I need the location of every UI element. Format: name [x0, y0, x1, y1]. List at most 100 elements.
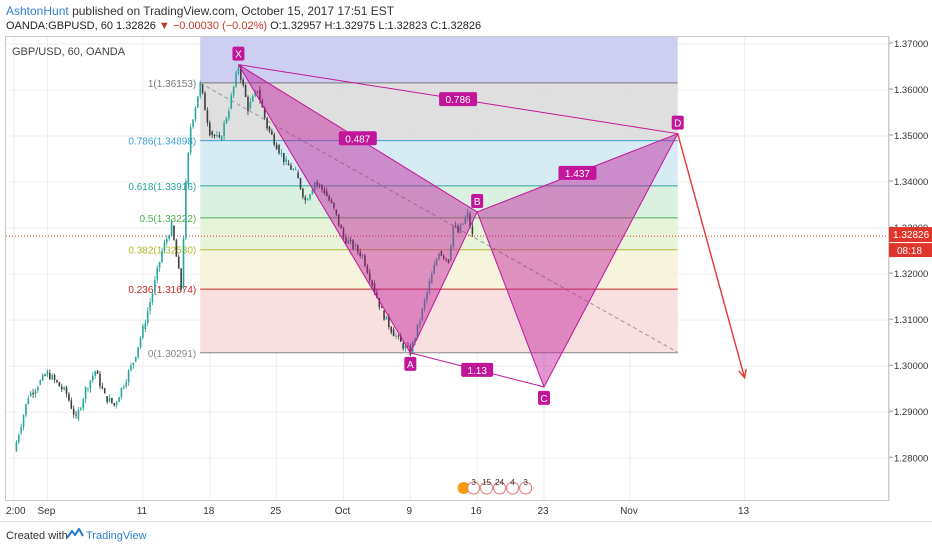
tradingview-brand[interactable]: TradingView — [86, 530, 147, 542]
candle-body — [194, 107, 197, 120]
candle-body — [275, 144, 278, 150]
candle-body — [409, 346, 412, 356]
candle-body — [380, 307, 383, 308]
candle-body — [208, 122, 211, 136]
candle-body — [242, 79, 244, 86]
candle-body — [142, 325, 144, 338]
x-tick-label: 16 — [471, 506, 483, 517]
candle-body — [120, 387, 123, 398]
candle-body — [462, 223, 464, 225]
price-axis[interactable]: 1.280001.290001.300001.310001.320001.330… — [889, 36, 932, 501]
candle-body — [213, 134, 216, 137]
candle-body — [225, 118, 228, 123]
candle-body — [125, 382, 128, 387]
time-axis[interactable]: 12:00 Sep 11 18 25 Oct 9 16 23 Nov 13 — [5, 501, 889, 521]
y-tick-label: 1.34000 — [894, 177, 928, 188]
candle-body — [378, 297, 381, 308]
candle-body — [168, 235, 170, 239]
candle-body — [249, 101, 252, 109]
candle-body — [84, 387, 87, 400]
fib-level-label: 1(1.36153) — [148, 79, 196, 90]
candle-body — [278, 145, 280, 154]
candle-body — [211, 131, 213, 135]
candle-body — [118, 397, 120, 403]
candle-body — [149, 302, 151, 311]
y-tick-label: 1.36000 — [894, 85, 928, 96]
candle-body — [113, 403, 116, 406]
x-tick-label: Oct — [335, 506, 351, 517]
candle-body — [58, 382, 61, 387]
candle-body — [297, 172, 299, 179]
candle-body — [247, 96, 249, 112]
candle-body — [230, 95, 233, 109]
y-tick-label: 1.37000 — [894, 39, 928, 50]
candle-body — [170, 221, 173, 236]
candle-body — [15, 442, 18, 452]
countdown-label: 08:18 — [897, 246, 922, 257]
candle-body — [433, 264, 435, 274]
candle-body — [426, 292, 428, 301]
candle-body — [421, 308, 424, 321]
chart-canvas[interactable]: 1(1.36153) 0.786(1.34898) 0.618(1.33916) 0.… — [6, 37, 889, 501]
fib-level-label: 0.786(1.34898) — [128, 137, 196, 148]
candle-body — [349, 240, 352, 242]
candle-body — [99, 373, 101, 387]
candle-body — [80, 408, 82, 410]
candle-body — [235, 72, 237, 87]
candle-body — [39, 380, 42, 385]
candle-body — [87, 388, 89, 390]
candle-body — [34, 390, 37, 395]
candle-body — [216, 135, 218, 137]
candle-body — [390, 327, 393, 333]
author-link[interactable]: AshtonHunt — [6, 4, 69, 18]
x-tick-label: 25 — [270, 506, 282, 517]
candle-body — [123, 386, 125, 388]
ratio-badge — [558, 165, 597, 180]
candle-body — [63, 387, 65, 390]
event-count: 15 — [482, 478, 491, 487]
fib-level-label: 0.236(1.31674) — [128, 285, 196, 296]
harmonic-pattern: X A B C D 0.786 0.487 1.437 1.13 — [232, 46, 747, 405]
events-bar: 3 15 24 4 3 — [457, 478, 533, 495]
candle-body — [53, 375, 56, 381]
fib-band — [200, 289, 678, 353]
candle-body — [340, 225, 342, 229]
candle-body — [115, 402, 118, 406]
trend-line — [199, 82, 678, 353]
candle-body — [111, 397, 113, 404]
candle-body — [294, 169, 297, 170]
candle-body — [306, 199, 309, 201]
candle-body — [37, 387, 39, 391]
fib-level-label: 0.5(1.33222) — [140, 214, 197, 225]
x-tick-label: Nov — [620, 506, 638, 517]
candle-body — [354, 245, 357, 247]
fib-band — [200, 37, 678, 83]
candle-body — [68, 393, 70, 401]
candle-body — [361, 254, 364, 257]
candle-body — [445, 258, 447, 260]
candle-body — [180, 268, 182, 289]
candle-body — [466, 211, 469, 218]
candle-body — [144, 323, 147, 330]
down-triangle-icon: ▼ — [158, 20, 170, 32]
candle-body — [218, 135, 221, 137]
event-count: 4 — [510, 478, 515, 487]
ratio-label: 1.437 — [565, 169, 590, 180]
candle-body — [345, 237, 347, 244]
chart-plot-area[interactable]: 1(1.36153) 0.786(1.34898) 0.618(1.33916) 0.… — [5, 36, 889, 501]
x-tick-label: 12:00 — [5, 506, 26, 517]
candle-body — [266, 117, 268, 129]
candle-body — [280, 152, 283, 154]
candle-body — [373, 283, 376, 293]
candle-body — [17, 435, 20, 443]
candle-body — [416, 324, 419, 339]
candle-body — [316, 182, 319, 185]
pattern-point-badge — [404, 356, 417, 371]
candle-body — [65, 387, 68, 394]
candle-body — [471, 226, 474, 234]
candle-body — [96, 370, 99, 374]
fib-band — [200, 82, 678, 141]
candle-body — [414, 338, 416, 342]
pattern-point-label: D — [674, 119, 681, 130]
ratio-badge — [439, 92, 478, 107]
